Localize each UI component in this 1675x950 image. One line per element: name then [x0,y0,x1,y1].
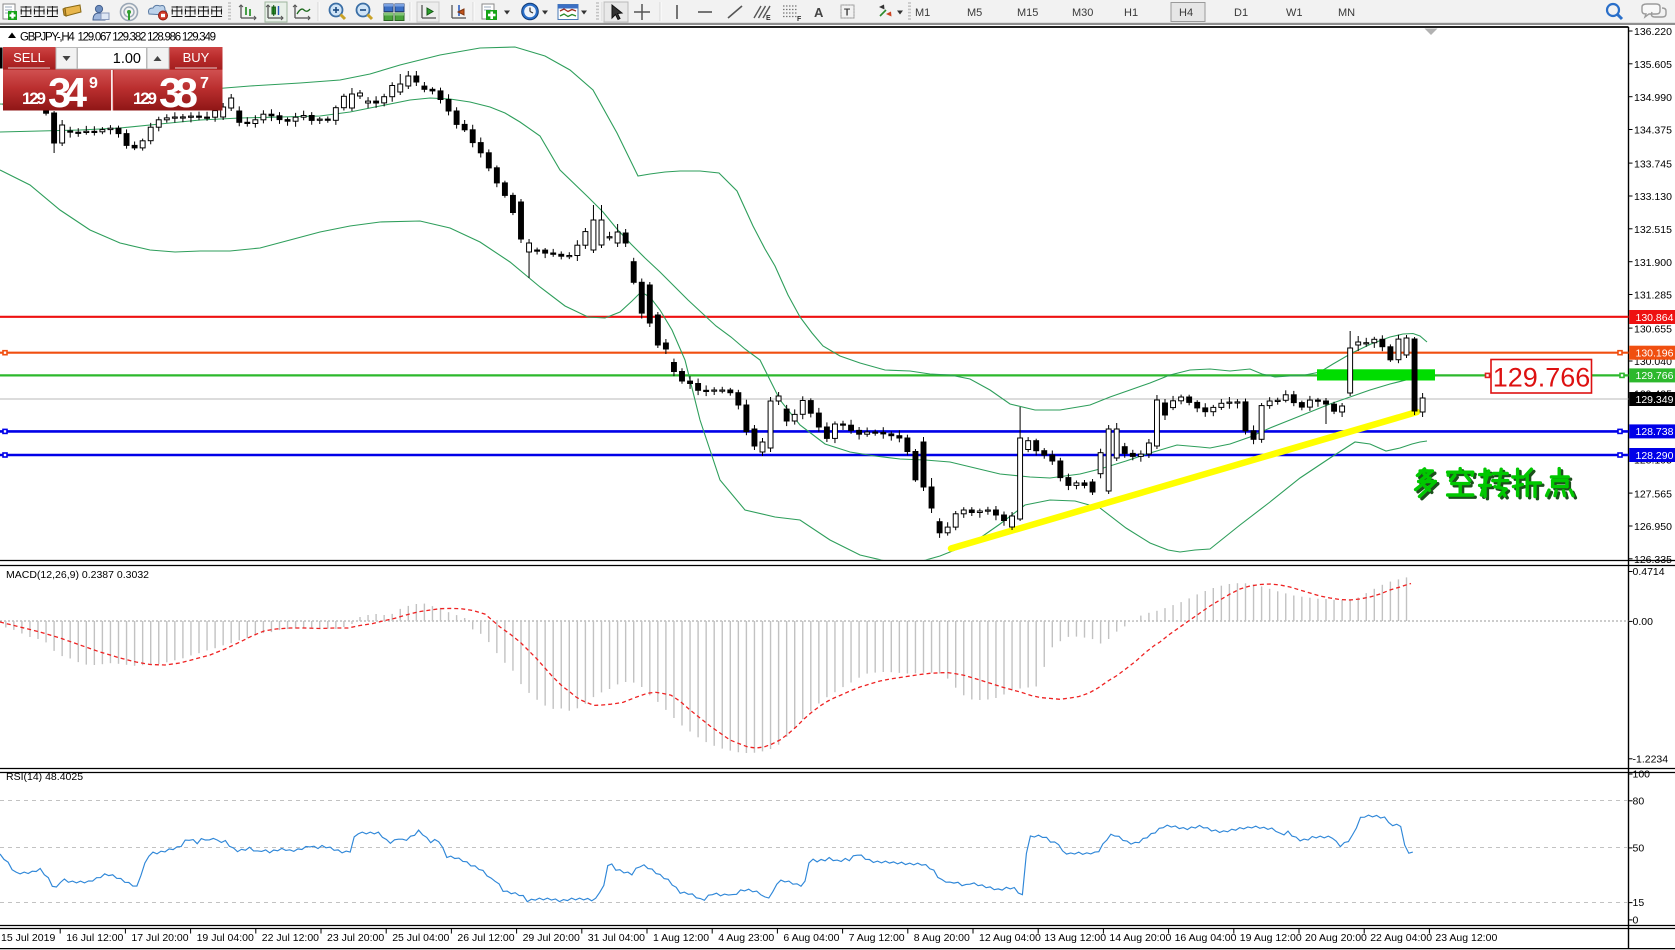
svg-text:E: E [766,15,771,22]
svg-text:128.290: 128.290 [1636,450,1674,462]
svg-text:130.196: 130.196 [1636,348,1674,360]
svg-text:135.605: 135.605 [1634,59,1672,71]
svg-text:-1.2234: -1.2234 [1633,753,1669,765]
svg-text:129.766: 129.766 [1636,370,1674,382]
svg-text:80: 80 [1633,795,1645,807]
svg-text:M30: M30 [1072,7,1093,19]
svg-text:H1: H1 [1124,7,1138,19]
svg-text:0.00: 0.00 [1633,616,1654,628]
svg-text:130.864: 130.864 [1636,312,1674,324]
svg-text:136.220: 136.220 [1634,26,1672,38]
svg-text:0: 0 [1633,914,1639,926]
svg-text:15: 15 [1633,897,1645,909]
svg-text:133.745: 133.745 [1634,158,1672,170]
svg-text:4 Aug 23:00: 4 Aug 23:00 [718,932,774,944]
svg-text:131.900: 131.900 [1634,257,1672,269]
svg-text:T: T [844,8,850,19]
svg-text:22 Aug 04:00: 22 Aug 04:00 [1370,932,1432,944]
svg-text:H4: H4 [1179,7,1193,19]
svg-text:50: 50 [1633,842,1645,854]
svg-text:1.00: 1.00 [113,51,141,67]
svg-text:D1: D1 [1234,7,1248,19]
svg-text:8 Aug 20:00: 8 Aug 20:00 [914,932,970,944]
svg-text:M1: M1 [915,7,930,19]
svg-text:13 Aug 12:00: 13 Aug 12:00 [1044,932,1106,944]
svg-text:7: 7 [200,75,209,92]
svg-text:GBPJPY-,H4 129.067 129.382 12: GBPJPY-,H4 129.067 129.382 128.986 129.3… [20,32,216,44]
svg-text:133.130: 133.130 [1634,191,1672,203]
svg-text:129.349: 129.349 [1636,394,1674,406]
svg-text:14 Aug 20:00: 14 Aug 20:00 [1109,932,1171,944]
svg-text:W1: W1 [1286,7,1303,19]
svg-text:SELL: SELL [13,50,45,65]
svg-text:29 Jul 20:00: 29 Jul 20:00 [523,932,580,944]
svg-text:23 Jul 20:00: 23 Jul 20:00 [327,932,384,944]
svg-text:127.565: 127.565 [1634,488,1672,500]
svg-text:31 Jul 04:00: 31 Jul 04:00 [588,932,645,944]
svg-text:1 Aug 12:00: 1 Aug 12:00 [653,932,709,944]
svg-text:100: 100 [1633,769,1651,781]
svg-text:129: 129 [133,89,157,108]
svg-text:126.950: 126.950 [1634,521,1672,533]
svg-text:34: 34 [48,69,88,116]
svg-text:12 Aug 04:00: 12 Aug 04:00 [979,932,1041,944]
svg-text:MN: MN [1338,7,1355,19]
svg-text:132.515: 132.515 [1634,224,1672,236]
svg-text:7 Aug 12:00: 7 Aug 12:00 [849,932,905,944]
svg-text:19 Jul 04:00: 19 Jul 04:00 [197,932,254,944]
svg-text:16 Aug 04:00: 16 Aug 04:00 [1175,932,1237,944]
svg-text:26 Jul 12:00: 26 Jul 12:00 [457,932,514,944]
svg-text:130.655: 130.655 [1634,323,1672,335]
svg-text:126.335: 126.335 [1634,554,1672,566]
svg-text:9: 9 [89,75,98,92]
svg-text:0.4714: 0.4714 [1633,566,1665,578]
svg-text:131.285: 131.285 [1634,290,1672,302]
svg-text:6 Aug 04:00: 6 Aug 04:00 [783,932,839,944]
svg-text:F: F [797,16,802,23]
svg-text:RSI(14) 48.4025: RSI(14) 48.4025 [6,771,83,783]
svg-text:M5: M5 [967,7,982,19]
svg-text:BUY: BUY [183,50,210,65]
svg-text:17 Jul 20:00: 17 Jul 20:00 [131,932,188,944]
svg-text:20 Aug 20:00: 20 Aug 20:00 [1305,932,1367,944]
svg-text:22 Jul 12:00: 22 Jul 12:00 [262,932,319,944]
svg-text:MACD(12,26,9) 0.2387 0.3032: MACD(12,26,9) 0.2387 0.3032 [6,569,149,581]
svg-text:129: 129 [22,89,46,108]
svg-text:A: A [814,5,824,20]
svg-text:23 Aug 12:00: 23 Aug 12:00 [1435,932,1497,944]
svg-text:19 Aug 12:00: 19 Aug 12:00 [1240,932,1302,944]
svg-text:15 Jul 2019: 15 Jul 2019 [1,932,55,944]
svg-text:38: 38 [159,69,198,116]
svg-text:134.375: 134.375 [1634,125,1672,137]
svg-text:129.766: 129.766 [1493,363,1591,393]
svg-text:M15: M15 [1017,7,1038,19]
svg-text:25 Jul 04:00: 25 Jul 04:00 [392,932,449,944]
svg-text:16 Jul 12:00: 16 Jul 12:00 [66,932,123,944]
svg-text:134.990: 134.990 [1634,92,1672,104]
svg-text:128.738: 128.738 [1636,426,1674,438]
